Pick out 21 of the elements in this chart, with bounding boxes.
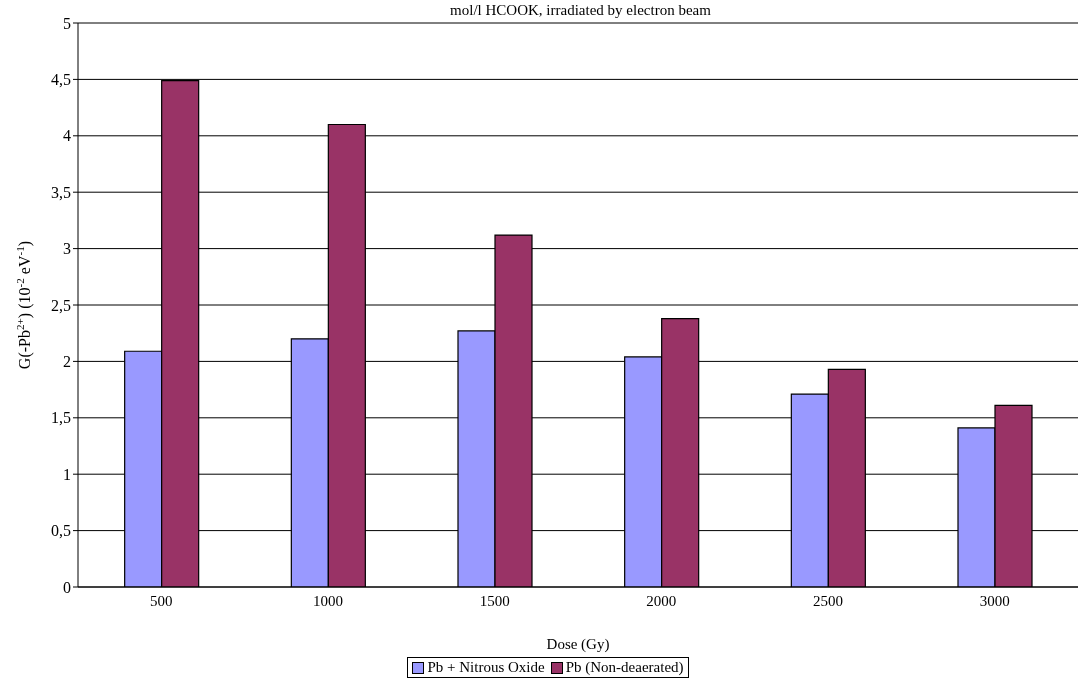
chart-title: mol/l HCOOK, irradiated by electron beam (449, 2, 712, 19)
y-tick-label: 2 (63, 353, 71, 371)
x-tick-label: 1500 (479, 592, 510, 609)
y-tick-label: 1,5 (51, 409, 71, 427)
y-tick-label: 4 (63, 127, 71, 145)
x-axis-title: Dose (Gy) (546, 636, 610, 653)
x-tick-label: 1000 (313, 592, 343, 609)
x-tick-label: 500 (150, 592, 173, 609)
y-tick-label: 5 (63, 14, 71, 32)
x-tick-label: 3000 (979, 592, 1010, 609)
y-tick-label: 3 (63, 240, 71, 258)
y-tick-label: 4,5 (51, 71, 71, 89)
x-tick-label: 2500 (813, 592, 843, 609)
x-tick-label: 2000 (646, 592, 677, 609)
y-tick-label: 1 (63, 465, 71, 483)
y-tick-label: 2,5 (51, 296, 71, 314)
legend-label: Pb + Nitrous Oxide (426, 659, 545, 676)
y-tick-label: 0 (63, 578, 71, 596)
legend-label: Pb (Non-deaerated) (564, 659, 684, 676)
y-tick-label: 0,5 (51, 522, 71, 540)
y-tick-label: 3,5 (51, 183, 71, 201)
